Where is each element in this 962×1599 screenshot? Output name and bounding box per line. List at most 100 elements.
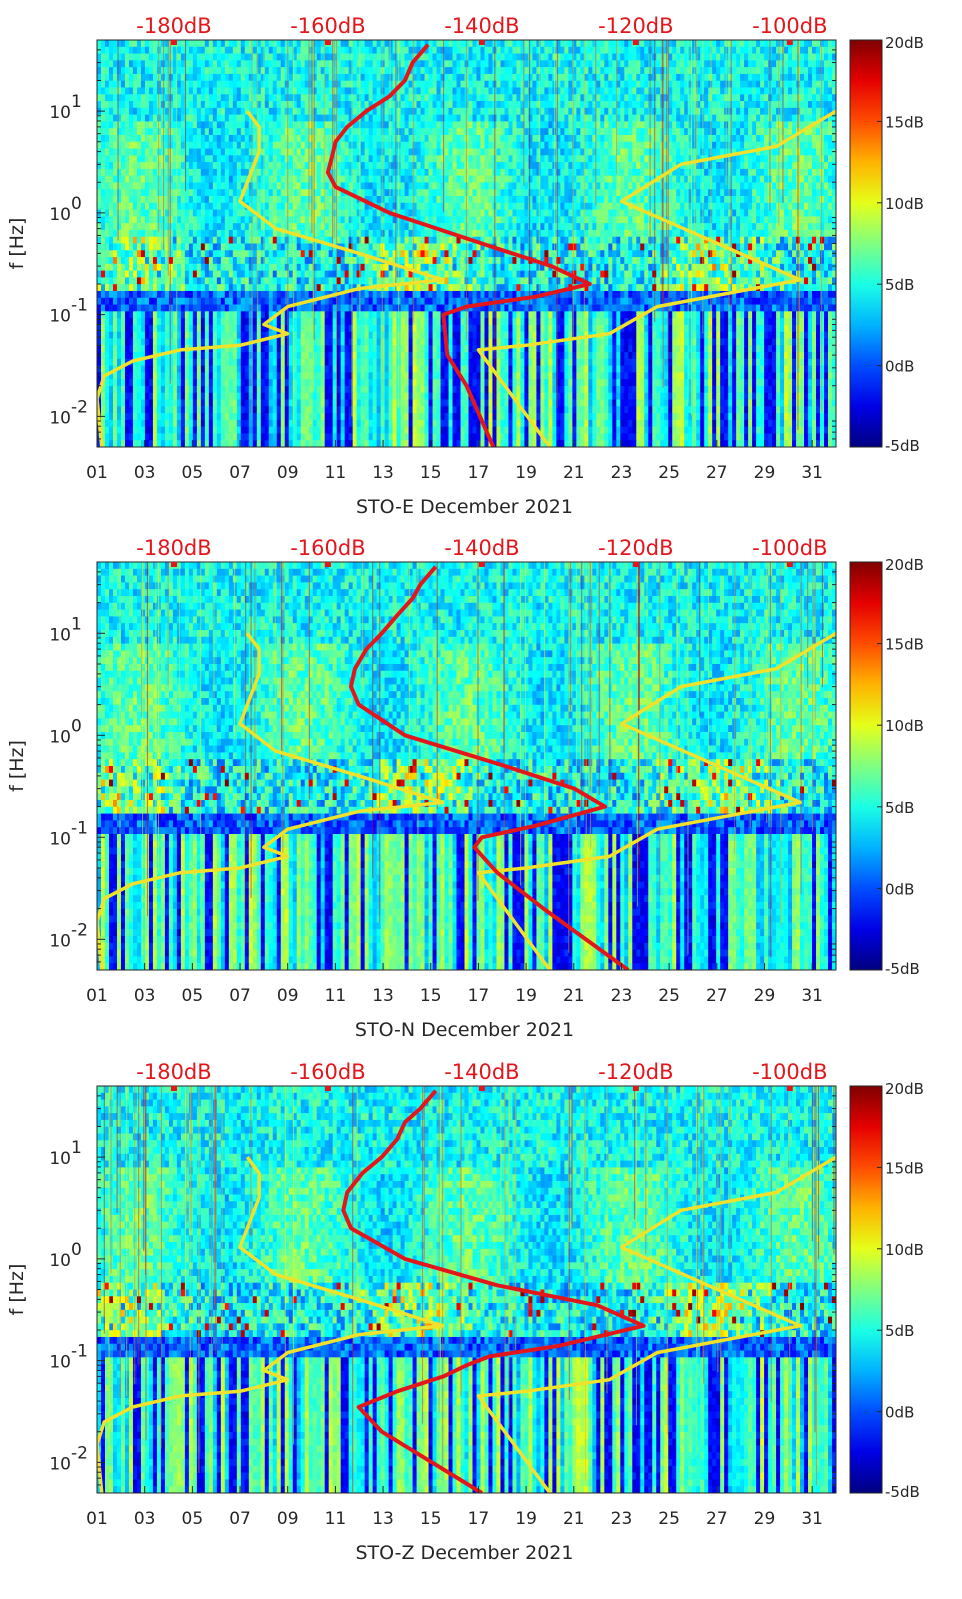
x-axis-label: STO-N December 2021 [355, 1019, 574, 1041]
y-tick-exponent: 0 [71, 194, 82, 214]
colorbar-label: 0dB [885, 880, 914, 898]
x-tick-label: 23 [611, 1509, 633, 1529]
y-tick-exponent: 0 [71, 1240, 82, 1260]
x-tick-label: 27 [706, 463, 728, 483]
spectrogram [97, 562, 836, 970]
colorbar-label: 15dB [885, 113, 924, 131]
spectrogram [97, 1086, 836, 1493]
y-tick-label: 10 [49, 1353, 71, 1373]
y-tick-label: 10 [49, 1251, 71, 1271]
x-tick-label: 29 [754, 463, 776, 483]
x-tick-label: 09 [277, 463, 299, 483]
x-tick-label: 09 [277, 986, 299, 1006]
y-tick-exponent: -2 [71, 920, 88, 940]
y-tick-exponent: 1 [71, 92, 82, 112]
x-tick-label: 17 [468, 986, 490, 1006]
x-tick-label: 03 [134, 1509, 156, 1529]
colorbar-label: 0dB [885, 1404, 914, 1422]
x-tick-label: 27 [706, 1509, 728, 1529]
top-db-label: -140dB [444, 1060, 519, 1084]
y-tick-exponent: -1 [71, 296, 88, 316]
series-line-noise-model-high-right- [476, 109, 836, 447]
spectrogram [97, 40, 836, 447]
x-tick-label: 19 [515, 986, 537, 1006]
y-axis-label: f [Hz] [6, 218, 28, 270]
top-db-tick [632, 40, 639, 45]
colorbar-label: 20dB [885, 34, 924, 52]
y-tick-exponent: 1 [71, 614, 82, 634]
top-db-tick [478, 40, 485, 45]
y-tick-label: 10 [49, 931, 71, 951]
x-tick-label: 29 [754, 986, 776, 1006]
colorbar [849, 561, 883, 971]
x-tick-label: 13 [372, 986, 394, 1006]
x-tick-label: 19 [515, 463, 537, 483]
x-tick-label: 11 [325, 463, 347, 483]
x-tick-label: 15 [420, 463, 442, 483]
colorbar-label: 20dB [885, 1080, 924, 1098]
x-tick-label: 23 [611, 463, 633, 483]
colorbar-label: 20dB [885, 556, 924, 574]
colorbar-label: 5dB [885, 276, 914, 294]
x-tick-label: 01 [86, 463, 108, 483]
x-tick-label: 25 [658, 986, 680, 1006]
y-tick-exponent: -1 [71, 818, 88, 838]
top-db-tick [632, 1086, 639, 1091]
y-tick-label: 10 [49, 103, 71, 123]
series-line-median-psd [341, 1089, 646, 1493]
top-db-tick [786, 562, 793, 567]
y-tick-label: 10 [49, 1454, 71, 1474]
colorbar-label: -5dB [885, 960, 920, 978]
y-tick-label: 10 [49, 727, 71, 747]
x-tick-label: 11 [325, 986, 347, 1006]
colorbar-label: 5dB [885, 1322, 914, 1340]
x-tick-label: 05 [182, 1509, 204, 1529]
top-db-tick [170, 1086, 177, 1091]
x-tick-label: 07 [229, 463, 251, 483]
top-db-tick [324, 562, 331, 567]
top-db-label: -100dB [752, 536, 827, 560]
top-db-label: -100dB [752, 1060, 827, 1084]
top-db-tick [632, 562, 639, 567]
x-tick-label: 29 [754, 1509, 776, 1529]
colorbar-label: -5dB [885, 1483, 920, 1501]
x-tick-label: 07 [229, 986, 251, 1006]
y-axis-label: f [Hz] [6, 1264, 28, 1316]
x-axis-label: STO-Z December 2021 [356, 1542, 574, 1564]
x-tick-label: 09 [277, 1509, 299, 1529]
top-db-label: -120dB [598, 14, 673, 38]
top-db-label: -140dB [444, 14, 519, 38]
series-line-noise-model-low-left- [97, 632, 445, 970]
top-db-tick [478, 562, 485, 567]
series-line-noise-model-low-left- [97, 110, 445, 447]
x-tick-label: 17 [468, 463, 490, 483]
colorbar [849, 39, 883, 448]
top-db-label: -160dB [290, 1060, 365, 1084]
x-tick-label: 03 [134, 986, 156, 1006]
series-line-median-psd [325, 43, 592, 447]
y-axis-label: f [Hz] [6, 740, 28, 792]
x-tick-label: 25 [658, 463, 680, 483]
top-db-tick [170, 40, 177, 45]
x-tick-label: 21 [563, 986, 585, 1006]
colorbar-label: -5dB [885, 437, 920, 455]
x-tick-label: 13 [372, 1509, 394, 1529]
top-db-tick [786, 40, 793, 45]
top-db-label: -120dB [598, 536, 673, 560]
x-tick-label: 31 [801, 463, 823, 483]
x-tick-label: 01 [86, 1509, 108, 1529]
top-db-label: -180dB [136, 1060, 211, 1084]
colorbar-label: 10dB [885, 717, 924, 735]
x-tick-label: 21 [563, 1509, 585, 1529]
x-tick-label: 31 [801, 1509, 823, 1529]
x-tick-label: 27 [706, 986, 728, 1006]
x-tick-label: 25 [658, 1509, 680, 1529]
series-line-noise-model-high-right- [476, 631, 836, 970]
y-tick-label: 10 [49, 1149, 71, 1169]
top-db-label: -160dB [290, 14, 365, 38]
y-tick-exponent: -2 [71, 1443, 88, 1463]
top-db-label: -180dB [136, 536, 211, 560]
